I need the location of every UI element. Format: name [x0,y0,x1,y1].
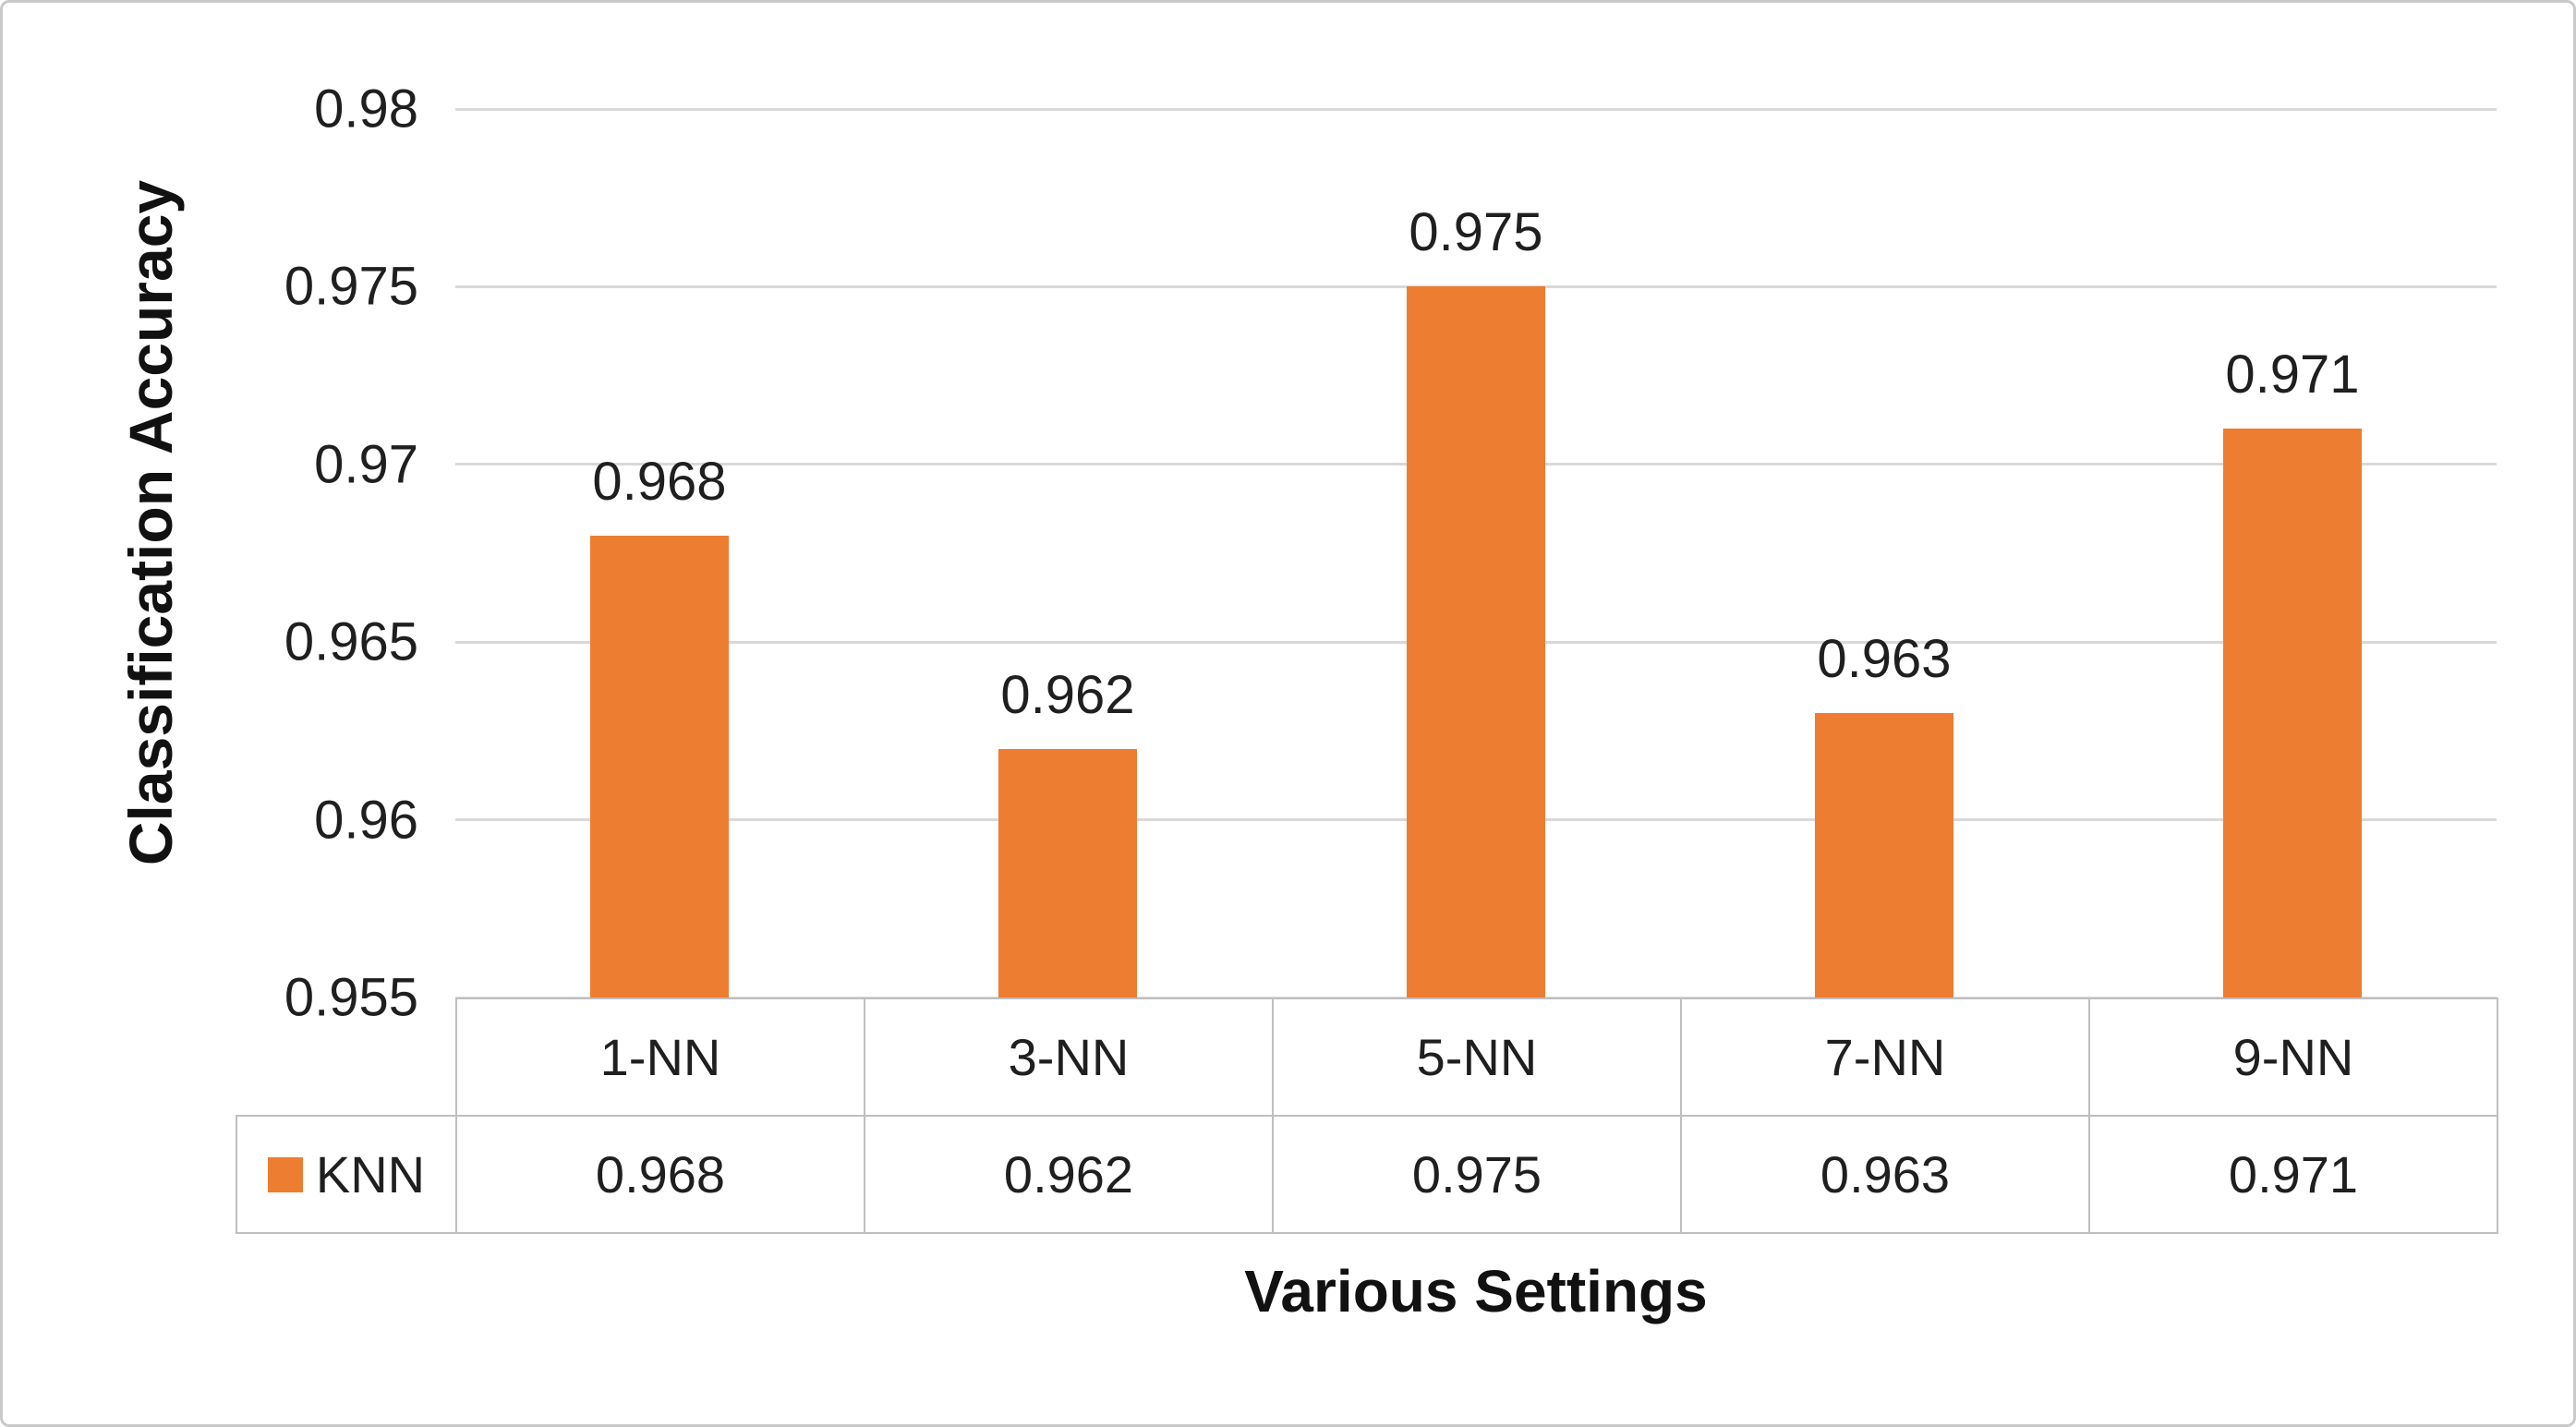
table-header-cell: 3-NN [864,998,1274,1117]
bar-value-label: 0.968 [592,451,727,512]
gridline [455,284,2497,288]
y-tick-label: 0.97 [314,434,418,495]
bar-5-NN [1407,286,1545,998]
table-value-cell: 0.975 [1272,1115,1682,1234]
y-tick-label: 0.975 [284,256,418,317]
bar-value-label: 0.962 [1000,664,1135,725]
bar-1-NN [590,535,729,998]
table-header-cell: 7-NN [1680,998,2090,1117]
data-table: 1-NN 3-NN 5-NN 7-NN 9-NN KNN 0.968 0.962 0.975 0.… [236,998,2498,1234]
bar-9-NN [2223,429,2362,998]
gridline [455,996,2497,999]
bar-7-NN [1815,713,1953,998]
plot-area: 0.968 0.962 0.975 0.963 0.971 [455,107,2497,999]
y-tick-label: 0.96 [314,790,418,851]
bar-value-label: 0.963 [1817,629,1952,690]
y-tick-label: 0.955 [284,967,418,1028]
y-tick-label: 0.965 [284,611,418,672]
bar-3-NN [998,748,1137,998]
legend-cell: KNN [236,1115,457,1234]
legend-label: KNN [315,1145,426,1203]
table-header-cell: 5-NN [1272,998,1682,1117]
bar-value-label: 0.971 [2225,345,2360,405]
table-header-cell: 9-NN [2088,998,2498,1117]
bar-value-label: 0.975 [1409,202,1543,263]
gridline [455,107,2497,111]
legend-swatch-icon [267,1156,303,1192]
data-table-body: 1-NN 3-NN 5-NN 7-NN 9-NN KNN 0.968 0.962 0.975 0.… [236,998,2498,1234]
y-tick-label: 0.98 [314,79,418,139]
table-header-cell: 1-NN [455,998,865,1117]
table-value-cell: 0.968 [455,1115,865,1234]
table-value-cell: 0.971 [2088,1115,2498,1234]
table-value-cell: 0.963 [1680,1115,2090,1234]
x-axis-title: Various Settings [1244,1258,1708,1324]
table-value-cell: 0.962 [864,1115,1274,1234]
